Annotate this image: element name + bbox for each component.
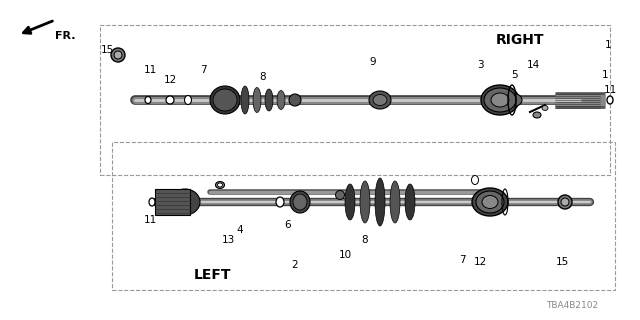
Ellipse shape [216,181,225,188]
Ellipse shape [145,97,151,103]
Text: 7: 7 [200,65,206,75]
Bar [155,189,190,215]
Text: 9: 9 [370,57,376,67]
Ellipse shape [481,85,519,115]
Text: TBA4B2102: TBA4B2102 [546,301,598,310]
Ellipse shape [360,181,370,223]
Text: 5: 5 [512,70,518,80]
Ellipse shape [276,197,284,207]
Ellipse shape [373,94,387,106]
Text: 11: 11 [143,65,157,75]
Text: 1: 1 [605,40,611,50]
Ellipse shape [210,86,240,114]
Ellipse shape [293,194,307,210]
Ellipse shape [375,178,385,226]
Text: FR.: FR. [55,31,76,41]
Text: 15: 15 [556,257,568,267]
Ellipse shape [405,184,415,220]
Ellipse shape [290,191,310,213]
Text: 11: 11 [604,85,616,95]
Text: 4: 4 [237,225,243,235]
Text: 8: 8 [362,235,368,245]
Ellipse shape [277,91,285,109]
Ellipse shape [170,189,200,215]
Text: 7: 7 [459,255,465,265]
Ellipse shape [607,96,613,104]
Ellipse shape [491,93,509,107]
Ellipse shape [369,91,391,109]
Ellipse shape [265,89,273,111]
Ellipse shape [476,191,504,213]
Text: 1: 1 [602,70,608,80]
Text: LEFT: LEFT [193,268,231,282]
Ellipse shape [472,175,479,185]
Ellipse shape [561,198,569,206]
Ellipse shape [472,188,508,216]
Text: RIGHT: RIGHT [496,33,544,47]
Text: 12: 12 [474,257,486,267]
Text: 8: 8 [260,72,266,82]
Ellipse shape [345,184,355,220]
Ellipse shape [149,198,155,206]
Text: 6: 6 [285,220,291,230]
Ellipse shape [166,96,174,104]
Ellipse shape [289,94,301,106]
Text: 2: 2 [292,260,298,270]
Text: 15: 15 [100,45,114,55]
Text: 10: 10 [339,250,351,260]
Ellipse shape [253,87,261,113]
Ellipse shape [111,48,125,62]
Ellipse shape [114,51,122,59]
Text: 14: 14 [526,60,540,70]
Ellipse shape [390,181,400,223]
Text: 12: 12 [163,75,177,85]
Text: 13: 13 [221,235,235,245]
Text: 3: 3 [477,60,483,70]
Ellipse shape [241,86,249,114]
Ellipse shape [558,195,572,209]
Ellipse shape [482,196,498,209]
Ellipse shape [213,89,237,111]
Ellipse shape [218,183,223,187]
Ellipse shape [508,94,522,106]
Ellipse shape [184,95,191,105]
Text: 11: 11 [143,215,157,225]
Ellipse shape [542,106,548,110]
Ellipse shape [533,112,541,118]
Ellipse shape [484,88,516,112]
Ellipse shape [335,190,344,199]
